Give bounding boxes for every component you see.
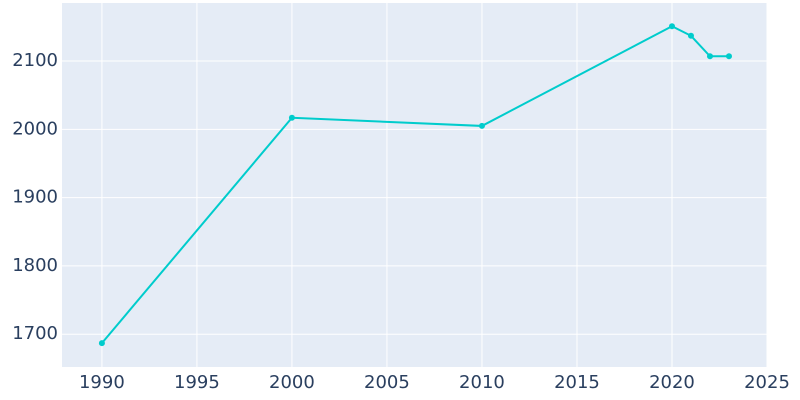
point — [668, 23, 675, 30]
point — [98, 340, 105, 347]
x-tick-label: 2010 — [459, 372, 505, 393]
x-tick-label: 2000 — [269, 372, 315, 393]
point — [706, 53, 713, 60]
point — [478, 122, 485, 129]
x-tick-label: 2015 — [554, 372, 600, 393]
x-tick-label: 2025 — [744, 372, 790, 393]
x-tick-label: 1995 — [174, 372, 220, 393]
y-tick-label: 2100 — [12, 50, 58, 71]
x-tick-label: 1990 — [79, 372, 125, 393]
point — [725, 53, 732, 60]
point — [687, 32, 694, 39]
y-tick-label: 1900 — [12, 187, 58, 208]
point — [288, 114, 295, 121]
plot-area — [62, 3, 767, 367]
x-tick-label: 2005 — [364, 372, 410, 393]
x-tick-label: 2020 — [649, 372, 695, 393]
y-tick-label: 1800 — [12, 255, 58, 276]
y-tick-label: 1700 — [12, 323, 58, 344]
y-tick-label: 2000 — [12, 118, 58, 139]
